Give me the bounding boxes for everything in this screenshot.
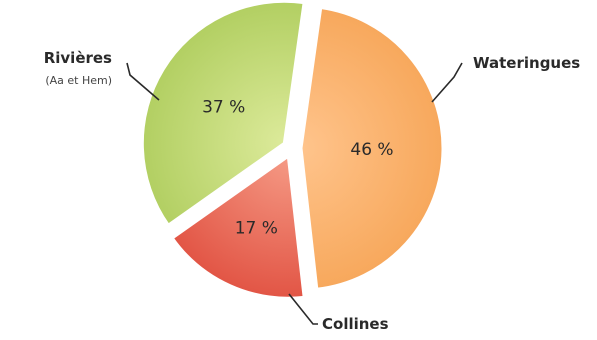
pie-value-label: 46 % (350, 140, 393, 160)
pie-labels: 46 % Wateringues 17 % Collines 37 % Rivières (… (44, 49, 581, 333)
pie-slice-rivieres (140, 0, 306, 228)
category-label-rivieres: Rivières (44, 49, 112, 67)
leader-line (288, 293, 318, 325)
pie-value-label: 17 % (235, 218, 278, 238)
leader-line (431, 62, 463, 103)
leader-line (126, 62, 160, 101)
pie-slice-wateringues (299, 5, 445, 291)
category-label-collines: Collines (322, 315, 389, 333)
pie-value-label: 37 % (202, 97, 245, 117)
category-sublabel: (Aa et Hem) (45, 74, 112, 87)
category-label-wateringues: Wateringues (473, 54, 580, 72)
pie-slices (140, 0, 445, 300)
